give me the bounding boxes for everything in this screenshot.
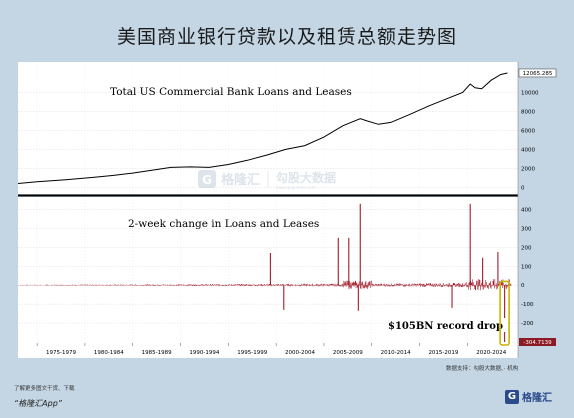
watermark-logo-mark: G [202, 173, 212, 187]
watermark-left-text: 格隆汇 [221, 172, 260, 188]
source-note: 数据支持：勾股大数据、· 机构 [446, 366, 519, 372]
watermark: G 格隆汇 勾股大数据 www.gogudata.com [198, 170, 336, 190]
footer-note: 了解更多图文干货、下载 [14, 386, 75, 392]
footer-logo-icon: G [505, 389, 519, 404]
chart-svg: G 格隆汇 勾股大数据 www.gogudata.com Total US Co… [18, 62, 557, 358]
bottom-chart-title: 2-week change in Loans and Leases [128, 218, 319, 230]
bottom-y-tick-label: -200 [521, 321, 534, 327]
top-current-value: 12065.285 [523, 71, 553, 77]
top-y-tick-label: 8000 [521, 109, 535, 115]
bottom-current-value: -304.7139 [523, 340, 552, 346]
bottom-y-axis: 400 300 200 100 0 -100 -200 [521, 207, 534, 327]
x-tick-label: 2015-2019 [428, 350, 458, 356]
footer-logo-text: 格隆汇 [522, 393, 552, 404]
top-current-badge-box [518, 68, 557, 78]
x-tick-label: 1985-1989 [142, 350, 172, 356]
x-tick-label: 1990-1994 [189, 350, 219, 356]
footer-logo: G 格隆汇 [505, 389, 552, 404]
watermark-logo-icon [198, 170, 216, 188]
biweekly-change-bars [18, 279, 512, 291]
top-gridlines [18, 64, 518, 194]
top-y-tick-label: 10000 [521, 91, 539, 97]
top-chart-title: Total US Commercial Bank Loans and Lease… [110, 86, 352, 98]
top-y-tick-label: 6000 [521, 128, 535, 134]
bottom-y-tick-label: 0 [521, 283, 525, 289]
bottom-y-tick-label: 300 [521, 226, 532, 232]
bottom-y-tick-label: -100 [521, 302, 534, 308]
x-tick-label: 2000-2004 [285, 350, 315, 356]
biweekly-change-spikes [269, 203, 506, 342]
record-drop-annotation: $105BN record drop [383, 280, 510, 346]
footer-app-name: “格隆汇App” [14, 399, 62, 408]
bottom-current-badge-box [519, 338, 556, 346]
x-tick-label: 1975-1979 [46, 350, 76, 356]
annotation-text: $105BN record drop [388, 321, 503, 332]
total-loans-line [18, 72, 508, 184]
top-plot-area [18, 62, 518, 194]
x-axis: 1975-1979 1980-1984 1985-1989 1990-1994 1995… [36, 343, 507, 356]
watermark-right-text: 勾股大数据 [276, 170, 336, 185]
x-axis-area [18, 343, 518, 358]
top-y-tick-label: 2000 [521, 166, 535, 172]
bottom-y-tick-label: 100 [521, 264, 532, 270]
bottom-current-badge: -304.7139 [519, 338, 556, 346]
top-current-badge: 12065.285 [518, 68, 557, 78]
annotation-background [383, 318, 507, 332]
chart-container: G 格隆汇 勾股大数据 www.gogudata.com Total US Co… [18, 62, 558, 358]
x-tick-label: 2020-2024 [476, 350, 506, 356]
top-y-axis: 0 2000 4000 6000 8000 10000 [521, 91, 539, 192]
x-tick-label: 1980-1984 [94, 350, 124, 356]
bottom-y-tick-label: 400 [521, 207, 532, 213]
watermark-right-sub: www.gogudata.com [276, 185, 316, 190]
top-y-tick-label: 4000 [521, 147, 535, 153]
top-y-tick-label: 0 [521, 185, 525, 191]
page-title: 美国商业银行贷款以及租赁总额走势图 [116, 26, 457, 48]
x-tick-label: 2010-2014 [381, 350, 411, 356]
bottom-y-tick-label: 200 [521, 245, 532, 251]
x-tick-label: 1995-1999 [237, 350, 267, 356]
x-tick-label: 2005-2009 [333, 350, 363, 356]
record-drop-highlight [499, 280, 510, 346]
